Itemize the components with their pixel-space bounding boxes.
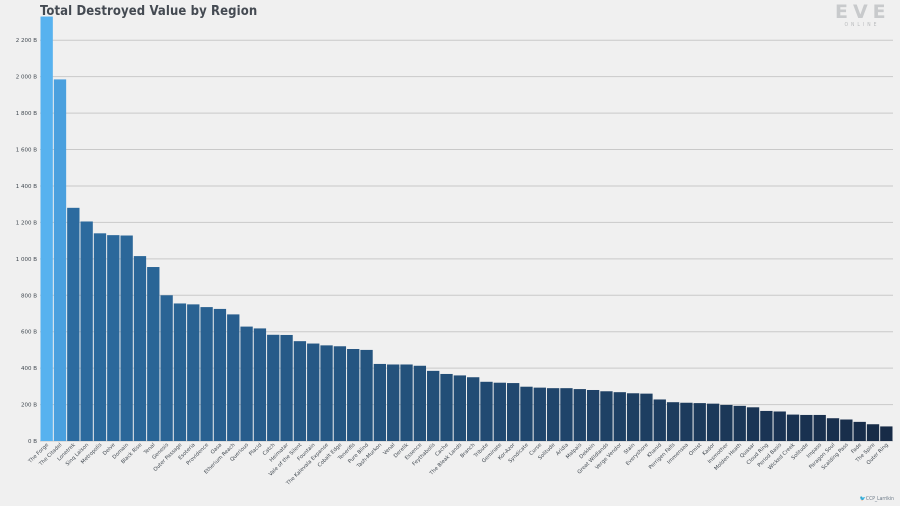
y-axis-ticks: 0 B 200 B 400 B 600 B 800 B 1 000 B 1 200 B 1 4… [16, 38, 37, 445]
bar [826, 418, 840, 441]
y-tick-label: 1 000 B [16, 257, 37, 263]
bar [467, 377, 480, 441]
bar [120, 235, 133, 441]
y-tick-label: 0 B [28, 439, 37, 445]
bar [440, 373, 453, 441]
bar [160, 295, 173, 441]
bar [480, 381, 493, 441]
y-tick-label: 2 200 B [16, 38, 37, 44]
bar [506, 383, 520, 441]
bar [227, 314, 240, 441]
bar [493, 382, 506, 441]
twitter-credit: 🐦CCP_Larrikin [859, 496, 894, 502]
bar [360, 349, 373, 441]
y-tick-label: 1 400 B [16, 184, 37, 190]
bar [600, 391, 613, 441]
bar [373, 363, 387, 441]
bar [640, 393, 653, 441]
bar [853, 421, 866, 441]
bar [333, 346, 347, 441]
bar [53, 79, 67, 442]
y-tick-label: 1 800 B [16, 111, 37, 117]
bar [267, 334, 280, 441]
bar [320, 345, 333, 441]
bar [666, 402, 680, 441]
bar [866, 424, 880, 441]
bar [546, 388, 560, 441]
bar [147, 267, 160, 441]
bar [760, 410, 773, 441]
bar [626, 393, 640, 441]
logo-sub-text: ONLINE [844, 22, 880, 28]
bar [280, 334, 293, 441]
y-tick-label: 1 600 B [16, 148, 37, 154]
bar [720, 404, 733, 441]
bar [773, 411, 786, 441]
bar [840, 419, 853, 441]
bar [307, 343, 320, 441]
x-tick-label: Placid [248, 442, 263, 457]
y-tick-label: 400 B [21, 366, 37, 372]
bar [706, 403, 720, 441]
bar [573, 389, 586, 441]
logo-main-text: EVE [835, 1, 891, 23]
bar [387, 364, 400, 441]
y-tick-label: 200 B [21, 403, 37, 409]
bar [520, 386, 533, 441]
bar [93, 233, 107, 441]
y-tick-label: 2 000 B [16, 75, 37, 81]
bar [413, 365, 427, 441]
bar [347, 349, 360, 441]
chart-title: Total Destroyed Value by Region [40, 4, 258, 19]
bar [293, 341, 307, 441]
bar [187, 304, 200, 441]
bar [786, 414, 800, 441]
bar [653, 399, 666, 441]
bar [880, 426, 893, 441]
bar [400, 364, 413, 441]
bar [533, 387, 546, 441]
bar [133, 256, 147, 441]
bar [253, 328, 267, 441]
bar [733, 405, 746, 441]
bar [800, 414, 813, 441]
bars [40, 16, 893, 442]
bar [107, 235, 120, 441]
bar [746, 407, 760, 441]
x-tick-label: Omist [688, 442, 703, 457]
bar [213, 308, 227, 441]
bar [453, 375, 466, 441]
eve-online-logo: EVE ONLINE [835, 2, 889, 30]
bar [80, 221, 93, 441]
bar [40, 16, 53, 441]
bar [613, 392, 626, 441]
bar [813, 414, 826, 441]
y-tick-label: 1 200 B [16, 220, 37, 226]
bar [427, 370, 440, 441]
bar [200, 307, 213, 441]
bar [560, 388, 573, 441]
y-tick-label: 600 B [21, 330, 37, 336]
bar [67, 207, 80, 441]
bar [240, 326, 253, 441]
bar [173, 303, 187, 441]
bar [586, 389, 600, 441]
bar [680, 402, 693, 441]
y-tick-label: 800 B [21, 293, 37, 299]
bar [693, 403, 706, 441]
